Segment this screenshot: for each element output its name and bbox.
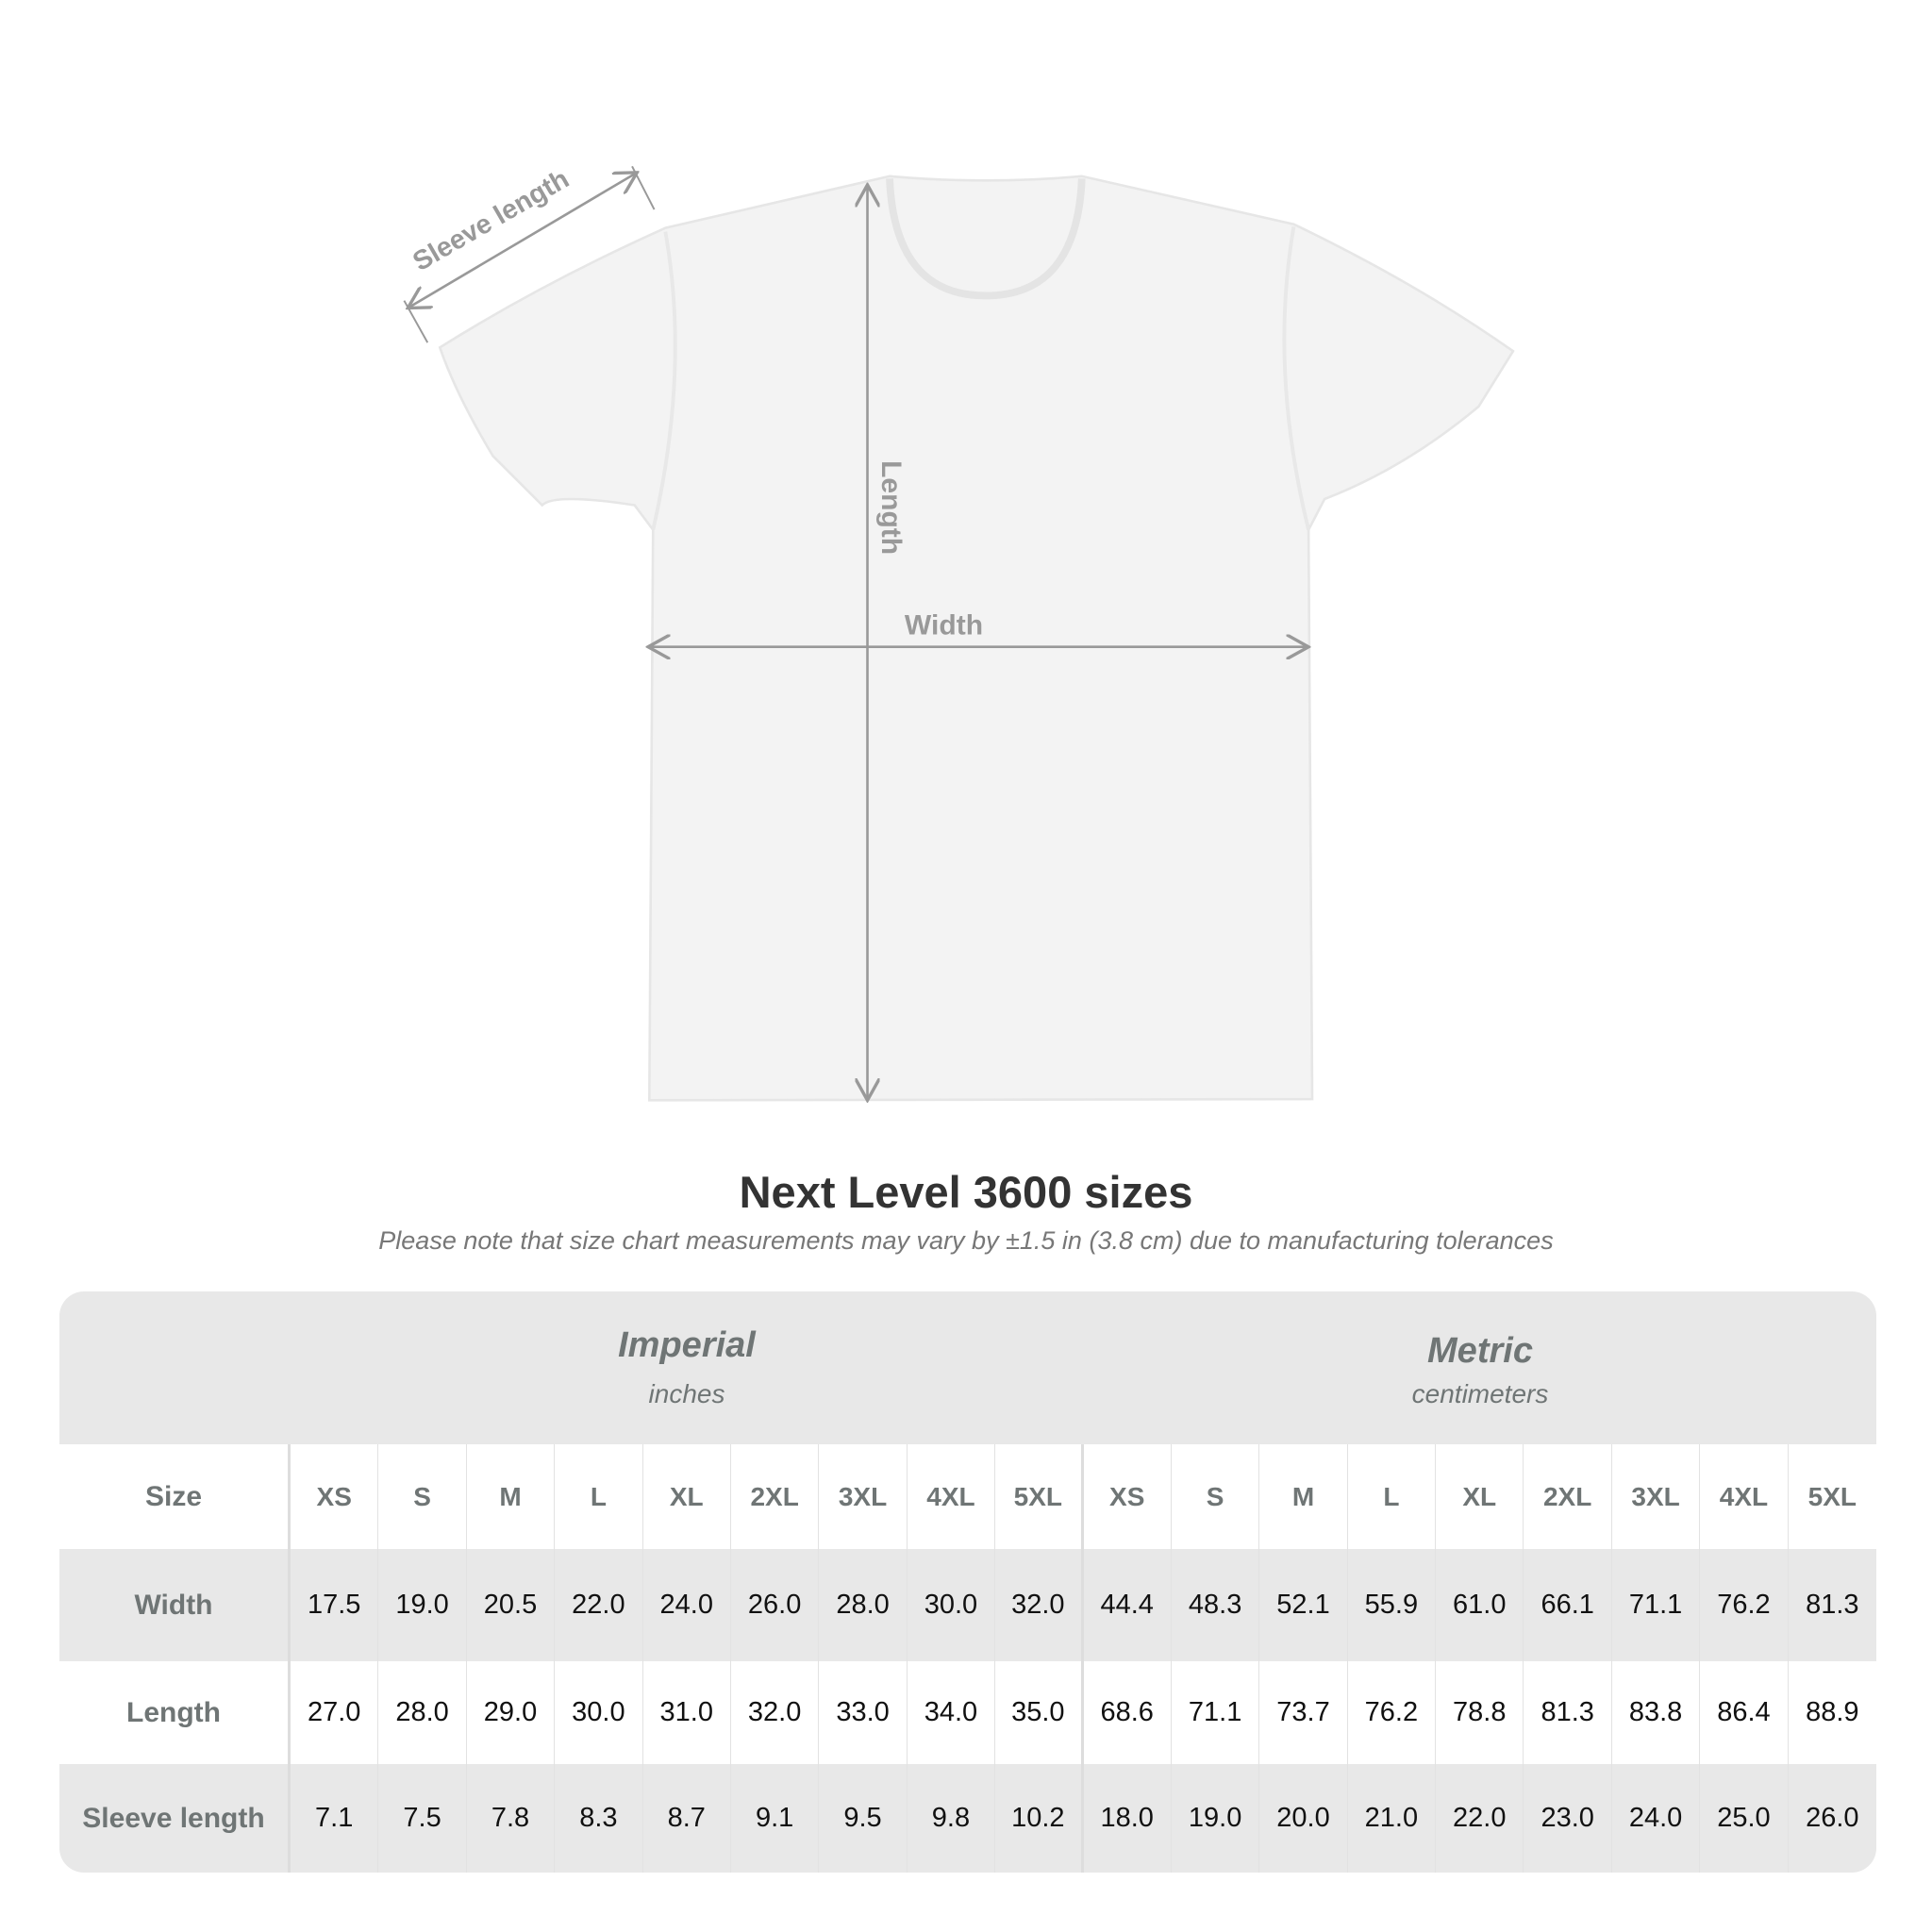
table-cell: 21.0 [1348, 1764, 1437, 1873]
table-cell: 26.0 [731, 1549, 820, 1661]
table-cell: 20.0 [1259, 1764, 1348, 1873]
table-cell: 66.1 [1524, 1549, 1612, 1661]
table-cell: 29.0 [467, 1661, 556, 1764]
size-header-cell: S [1172, 1444, 1260, 1549]
table-cell: 9.1 [731, 1764, 820, 1873]
size-header-cell: 3XL [819, 1444, 908, 1549]
table-cell: 9.8 [908, 1764, 996, 1873]
metric-header: Metric centimeters [1084, 1331, 1876, 1409]
size-header-cell: S [378, 1444, 467, 1549]
row-label: Width [59, 1549, 291, 1661]
table-cell: 22.0 [1436, 1764, 1524, 1873]
table-cell: 78.8 [1436, 1661, 1524, 1764]
table-cell: 23.0 [1524, 1764, 1612, 1873]
page-title: Next Level 3600 sizes [739, 1167, 1193, 1217]
table-cell: 19.0 [378, 1549, 467, 1661]
size-header-cell: 3XL [1612, 1444, 1701, 1549]
size-header-cell: 5XL [1807, 1481, 1857, 1511]
table-cell: 88.9 [1806, 1697, 1859, 1727]
unit-header: Imperial inches Metric centimeters [59, 1291, 1876, 1444]
table-cell: 71.1 [1612, 1549, 1701, 1661]
size-header-cell: XS [291, 1444, 379, 1549]
table-cell: 76.2 [1348, 1661, 1437, 1764]
table-cell: 83.8 [1612, 1661, 1701, 1764]
table-cell: 81.3 [1806, 1590, 1859, 1620]
imperial-title: Imperial [618, 1325, 756, 1365]
table-cell: 28.0 [378, 1661, 467, 1764]
metric-unit: centimeters [1411, 1379, 1549, 1408]
table-cell: 48.3 [1172, 1549, 1260, 1661]
table-row: Length 27.0 28.0 29.0 30.0 31.0 32.0 33.0 34.0 35… [59, 1661, 1876, 1764]
table-cell: 9.5 [819, 1764, 908, 1873]
size-header-cell: L [1348, 1444, 1437, 1549]
size-header-cell: 2XL [731, 1444, 820, 1549]
table-cell: 35.0 [995, 1661, 1084, 1764]
table-cell: 73.7 [1259, 1661, 1348, 1764]
size-header-cell: M [467, 1444, 556, 1549]
table-cell: 27.0 [291, 1661, 379, 1764]
table-cell: 24.0 [1612, 1764, 1701, 1873]
table-cell: 24.0 [643, 1549, 731, 1661]
row-label: Size [59, 1444, 291, 1549]
table-cell: 44.4 [1084, 1549, 1172, 1661]
table-row: Sleeve length 7.1 7.5 7.8 8.3 8.7 9.1 9.5 9.8 10.… [59, 1764, 1876, 1873]
width-label: Width [905, 610, 983, 641]
sleeve-length-label: Sleeve length [408, 164, 574, 277]
size-header-cell: 2XL [1524, 1444, 1612, 1549]
table-cell: 34.0 [908, 1661, 996, 1764]
length-label: Length [875, 460, 907, 555]
metric-title: Metric [1427, 1331, 1533, 1371]
table-cell: 22.0 [555, 1549, 643, 1661]
table-cell: 20.5 [467, 1549, 556, 1661]
table-cell: 25.0 [1700, 1764, 1789, 1873]
table-cell: 76.2 [1700, 1549, 1789, 1661]
table-cell: 30.0 [555, 1661, 643, 1764]
tolerance-note: Please note that size chart measurements… [378, 1226, 1554, 1255]
table-cell: 7.8 [467, 1764, 556, 1873]
table-cell: 30.0 [908, 1549, 996, 1661]
table-cell: 31.0 [643, 1661, 731, 1764]
size-header-cell: XS [1084, 1444, 1172, 1549]
size-table: Imperial inches Metric centimeters Size X… [59, 1291, 1876, 1873]
size-header-cell: 4XL [908, 1444, 996, 1549]
size-header-cell: XL [1436, 1444, 1524, 1549]
size-header-cell: L [555, 1444, 643, 1549]
size-header-row: Size XS S M L XL 2XL 3XL 4XL 5XL XS S M L XL 2XL 3XL 4XL 5… [59, 1444, 1876, 1549]
table-cell: 26.0 [1806, 1803, 1859, 1833]
table-cell: 55.9 [1348, 1549, 1437, 1661]
table-cell: 68.6 [1084, 1661, 1172, 1764]
table-cell: 18.0 [1084, 1764, 1172, 1873]
table-cell: 10.2 [995, 1764, 1084, 1873]
table-cell: 86.4 [1700, 1661, 1789, 1764]
table-cell: 19.0 [1172, 1764, 1260, 1873]
row-label: Length [59, 1661, 291, 1764]
table-cell: 32.0 [731, 1661, 820, 1764]
table-row: Width 17.5 19.0 20.5 22.0 24.0 26.0 28.0 30.0 32.… [59, 1549, 1876, 1661]
table-cell: 7.5 [378, 1764, 467, 1873]
size-header-cell: 5XL [995, 1444, 1084, 1549]
table-cell: 61.0 [1436, 1549, 1524, 1661]
table-cell: 28.0 [819, 1549, 908, 1661]
table-cell: 8.3 [555, 1764, 643, 1873]
table-cell: 81.3 [1524, 1661, 1612, 1764]
table-cell: 8.7 [643, 1764, 731, 1873]
size-header-cell: M [1259, 1444, 1348, 1549]
table-cell: 17.5 [291, 1549, 379, 1661]
row-label: Sleeve length [59, 1764, 291, 1873]
table-cell: 52.1 [1259, 1549, 1348, 1661]
collar [886, 178, 1086, 300]
table-cell: 33.0 [819, 1661, 908, 1764]
table-cell: 71.1 [1172, 1661, 1260, 1764]
imperial-unit: inches [648, 1379, 725, 1408]
sleeve-arrow [408, 173, 637, 308]
table-cell: 32.0 [995, 1549, 1084, 1661]
size-header-cell: XL [643, 1444, 731, 1549]
size-header-cell: 4XL [1700, 1444, 1789, 1549]
table-cell: 7.1 [291, 1764, 379, 1873]
imperial-header: Imperial inches [291, 1325, 1083, 1409]
